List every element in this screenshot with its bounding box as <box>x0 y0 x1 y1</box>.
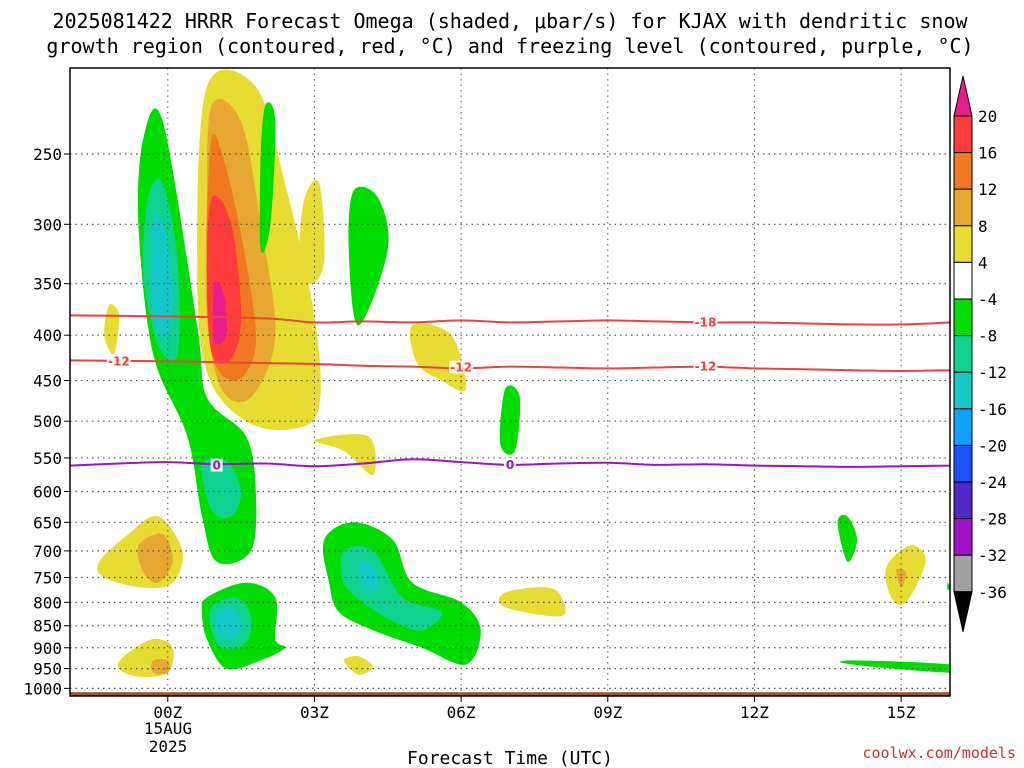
colorbar-segment <box>953 518 973 556</box>
colorbar-segment <box>953 225 973 263</box>
ground-layer <box>70 692 950 696</box>
y-tick-label: 800 <box>33 593 62 612</box>
omega-region <box>215 606 242 640</box>
colorbar-segment <box>953 261 973 300</box>
colorbar-label: 8 <box>978 217 988 236</box>
isotherm-label-bg <box>693 315 718 329</box>
colorbar-segment <box>953 115 973 154</box>
colorbar-label: -32 <box>978 546 1007 565</box>
colorbar-label: -24 <box>978 473 1007 492</box>
omega-region <box>896 568 907 588</box>
plot-frame <box>69 67 951 697</box>
omega-region <box>259 102 276 254</box>
colorbar-label: -8 <box>978 327 997 346</box>
freezing-label: 0 <box>506 458 514 472</box>
isotherm-line-red <box>70 314 950 326</box>
y-tick-label: 950 <box>33 660 62 679</box>
colorbar-label: 16 <box>978 144 997 163</box>
omega-region <box>151 658 170 675</box>
colorbar-segment <box>953 335 973 373</box>
y-tick-label: 750 <box>33 568 62 587</box>
omega-region <box>313 434 376 476</box>
y-tick-label: 600 <box>33 482 62 501</box>
y-tick-label: 1000 <box>23 679 62 698</box>
colorbar-segment <box>953 152 973 190</box>
omega-region <box>357 560 379 591</box>
omega-colorbar: 20 16 12 8 4 -4 -8 -12 -16 -20 -24 -28 -32 -36 <box>953 75 1007 632</box>
colorbar-segment <box>953 298 973 337</box>
colorbar-label: 20 <box>978 107 997 126</box>
y-tick-label: 350 <box>33 275 62 294</box>
isotherm-label: -12 <box>695 360 717 374</box>
y-tick-label: 700 <box>33 542 62 561</box>
plot-area: -18 -12 -12 -12 0 0 <box>69 67 951 697</box>
isotherm-label: -12 <box>450 361 472 375</box>
isotherm-label-bg <box>693 359 718 373</box>
colorbar-label: -12 <box>978 363 1007 382</box>
colorbar-label: 12 <box>978 180 997 199</box>
colorbar-label: 4 <box>978 253 988 272</box>
x-date-line-2: 2025 <box>149 737 188 756</box>
omega-region <box>212 280 228 345</box>
colorbar-label: -4 <box>978 290 997 309</box>
omega-region <box>343 655 374 675</box>
chart-title-line-2: growth region (contoured, red, °C) and f… <box>46 34 973 58</box>
x-tick-label: 12Z <box>740 703 769 722</box>
omega-region <box>201 458 242 519</box>
isotherm-label: -12 <box>108 354 130 368</box>
y-tick-label: 250 <box>33 145 62 164</box>
y-tick-label: 850 <box>33 617 62 636</box>
colorbar-segment <box>953 408 973 446</box>
y-tick-label: 400 <box>33 326 62 345</box>
omega-region <box>299 179 325 285</box>
y-tick-label: 900 <box>33 639 62 658</box>
x-date-line-1: 15AUG <box>144 719 192 738</box>
y-axis-pressure: 250 300 350 400 450 500 550 600 650 700 750 800 850 9… <box>23 145 70 698</box>
omega-region <box>409 323 467 392</box>
colorbar-segment <box>953 481 973 520</box>
x-tick-label: 03Z <box>300 703 329 722</box>
colorbar-segment <box>953 444 973 483</box>
chart-title-line-1: 2025081422 HRRR Forecast Omega (shaded, … <box>52 9 968 33</box>
y-tick-label: 650 <box>33 513 62 532</box>
omega-region <box>839 660 950 673</box>
x-tick-label: 09Z <box>593 703 622 722</box>
x-tick-label: 06Z <box>447 703 476 722</box>
credit-text: coolwx.com/models <box>862 744 1016 762</box>
x-tick-label: 00Z <box>153 703 182 722</box>
temperature-contours: -18 -12 -12 -12 0 0 <box>70 314 950 473</box>
omega-region <box>137 533 173 583</box>
ground-fill <box>70 692 950 696</box>
omega-region <box>499 385 521 455</box>
colorbar-segment <box>953 554 973 593</box>
omega-region <box>348 186 389 326</box>
isotherm-label: -18 <box>695 315 717 329</box>
y-tick-label: 500 <box>33 412 62 431</box>
colorbar-bottom-arrow <box>953 591 973 632</box>
freezing-label-bg <box>504 457 516 471</box>
isotherm-label-bg <box>106 354 131 368</box>
freezing-label-bg <box>210 458 223 472</box>
colorbar-label: -36 <box>978 583 1007 602</box>
x-axis-label: Forecast Time (UTC) <box>407 748 613 768</box>
y-tick-label: 550 <box>33 449 62 468</box>
colorbar-label: -16 <box>978 400 1007 419</box>
freezing-label: 0 <box>212 459 220 473</box>
y-tick-label: 450 <box>33 372 62 391</box>
isotherm-label-bg <box>449 360 474 374</box>
colorbar-segment <box>953 188 973 227</box>
colorbar-label: -28 <box>978 510 1007 529</box>
isotherm-line-red <box>70 359 950 373</box>
colorbar-top-arrow <box>953 75 973 117</box>
colorbar-label: -20 <box>978 436 1007 455</box>
grid-lines <box>70 68 950 696</box>
omega-region <box>837 514 858 563</box>
y-tick-label: 300 <box>33 215 62 234</box>
x-tick-label: 15Z <box>887 703 916 722</box>
x-axis-time: 15AUG 2025 00Z 03Z 06Z 09Z 12Z 15Z <box>144 696 916 756</box>
colorbar-segment <box>953 371 973 410</box>
